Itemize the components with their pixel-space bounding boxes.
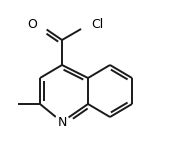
Text: N: N [57, 115, 67, 129]
Text: Cl: Cl [91, 19, 103, 32]
Text: O: O [27, 19, 37, 32]
